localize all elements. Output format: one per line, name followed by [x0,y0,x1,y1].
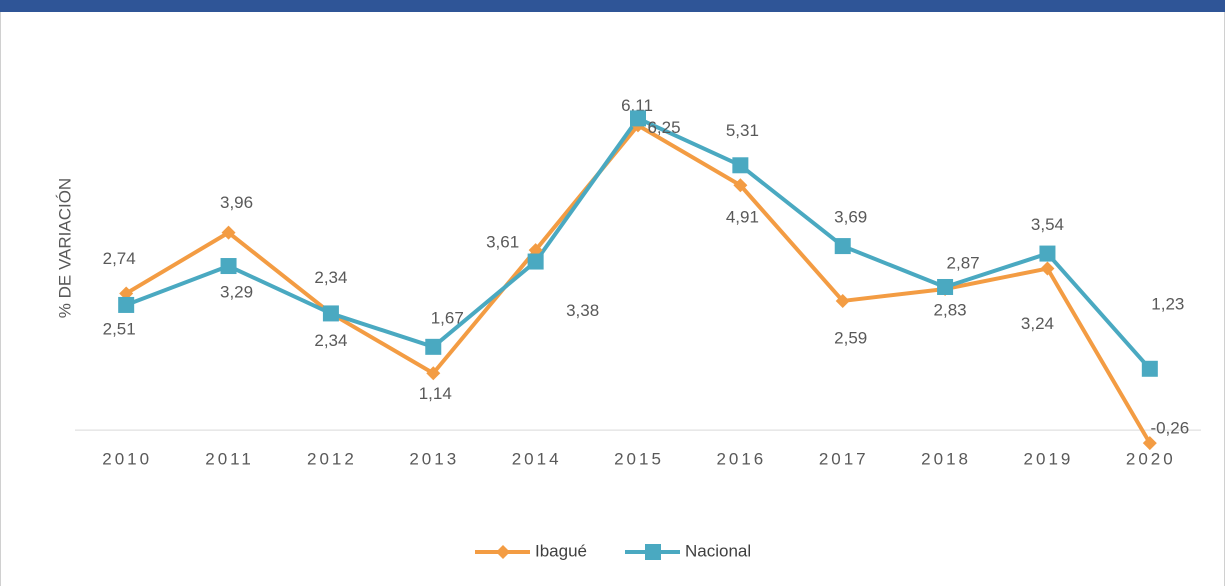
x-tick-label: 2016 [716,450,766,469]
x-tick-label: 2019 [1024,450,1074,469]
y-axis-title: % DE VARIACIÓN [55,178,74,318]
marker [118,296,135,313]
data-label: 1,14 [419,384,452,403]
x-tick-label: 2011 [205,450,254,469]
legend-marker [645,544,661,560]
x-tick-label: 2013 [409,450,459,469]
marker [733,178,748,193]
legend-label: Nacional [685,541,751,560]
marker [937,278,954,295]
marker [220,258,237,275]
marker [630,110,646,127]
x-tick-label: 2012 [307,450,357,469]
data-label: 2,51 [103,319,136,338]
legend-label: Ibagué [535,541,587,560]
data-label: 3,61 [486,233,519,252]
data-label: 1,67 [431,308,464,327]
marker [835,293,850,308]
data-label: 6,11 [621,96,653,115]
data-label: 6,25 [647,118,680,137]
x-tick-label: 2014 [512,450,562,469]
data-label: 3,54 [1031,215,1064,234]
data-label: 2,74 [103,249,136,268]
data-label: -0,26 [1150,419,1189,438]
marker [425,338,442,355]
marker [834,238,851,255]
marker [1142,436,1157,451]
data-label: 3,38 [566,301,599,320]
data-label: 2,34 [314,268,347,287]
marker [1040,261,1055,276]
data-label: 4,91 [726,208,759,227]
x-tick-label: 2018 [921,450,971,469]
marker [528,243,543,258]
data-label: 2,83 [934,300,967,319]
data-label: 2,34 [314,331,347,350]
marker [221,225,236,240]
data-label: 2,87 [947,253,980,272]
top-bar [0,0,1225,12]
x-tick-label: 2017 [819,450,869,469]
data-label: 3,69 [834,208,867,227]
x-tick-label: 2020 [1126,450,1176,469]
data-label: 5,31 [726,121,759,140]
marker [732,157,749,174]
marker [1141,360,1158,377]
data-label: 3,29 [220,283,253,302]
data-label: 2,59 [834,328,867,347]
data-label: 3,96 [220,193,253,212]
data-label: 3,24 [1021,314,1054,333]
marker [1039,245,1056,262]
x-tick-label: 2015 [614,450,664,469]
data-label: 1,23 [1151,294,1184,313]
legend-marker [496,545,510,559]
marker [527,253,544,270]
x-tick-label: 2010 [102,450,152,469]
marker [426,366,441,381]
marker [322,305,339,322]
